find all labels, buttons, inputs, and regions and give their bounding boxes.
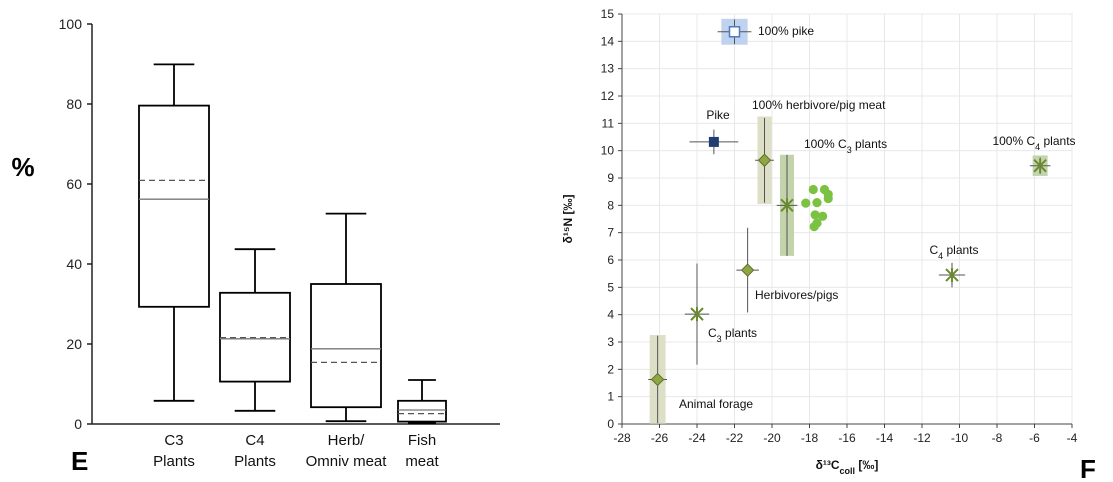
box-1 [138,63,210,402]
marker-diamond [650,372,665,387]
category-label-line2: Omniv meat [306,453,388,470]
data-point [736,227,759,313]
panel-label-e: E [71,446,88,476]
annotation-label: C3 plants [708,326,757,344]
x-tick-label: -6 [1029,431,1040,445]
box-body [138,104,210,308]
x-axis-label: δ¹³Ccoll [‰] [816,458,879,476]
y-tick-label: 3 [607,335,614,349]
y-tick-label: 15 [601,7,615,21]
x-tick-label: -20 [763,431,781,445]
annotation-label: 100% pike [758,24,814,38]
annotation-label: Animal forage [679,397,753,411]
data-point [1029,157,1051,174]
category-label-line2: meat [405,453,439,470]
box-plot-panel-e: 0 20 40 60 80 100% C3 Plants C4 Plants Herb/Omniv … [11,16,500,476]
category-label-line1: Fish [408,432,436,449]
x-tick-label: -10 [951,431,969,445]
category-label-line2: Plants [153,453,195,470]
data-point [717,19,752,45]
y-tick-label: 0 [607,417,614,431]
data-point [689,129,739,155]
sample-point [823,193,833,204]
x-tick-label: -22 [726,431,744,445]
y-tick-label: 6 [607,253,614,267]
category-label-line1: C4 [245,432,264,449]
box-2 [219,248,291,412]
annotation-label: 100% herbivore/pig meat [752,98,886,112]
x-tick-label: -28 [613,431,631,445]
annotation-label: Pike [706,108,730,122]
data-point [755,117,774,203]
x-tick-label: -16 [838,431,856,445]
data-point [684,263,710,365]
y-tick-label: 4 [607,308,614,322]
y-tick-label: 10 [601,144,615,158]
sample-point [809,222,819,232]
x-tick-label: -14 [876,431,894,445]
y-tick-label: 14 [601,34,615,48]
y-axis-label: δ¹⁵N [‰] [561,195,575,244]
y-tick-label: 1 [607,390,614,404]
y-tick-label: 0 [74,416,82,432]
x-tick-label: -4 [1067,431,1078,445]
data-point [938,262,966,288]
annotation-label: Herbivores/pigs [755,288,838,302]
x-tick-label: -26 [651,431,669,445]
marker-diamond [740,263,755,277]
y-tick-label: 80 [66,96,82,112]
box-body [310,283,382,409]
annotation-label: 100% C3 plants [804,137,887,155]
y-tick-label: 11 [602,116,615,130]
sample-point [812,198,822,208]
sample-point [818,211,828,221]
category-label-line1: Herb/ [328,432,366,449]
y-tick-label: 100 [59,16,83,32]
y-tick-label: 60 [66,176,82,192]
x-tick-label: -12 [913,431,931,445]
y-tick-label: 20 [66,336,82,352]
x-tick-label: -8 [992,431,1003,445]
marker-square-open [728,26,741,38]
data-point [776,154,798,256]
y-tick-label: 2 [607,362,614,376]
y-tick-label: 12 [601,89,615,103]
x-tick-label: -24 [688,431,706,445]
y-tick-label: 5 [607,280,614,294]
box-4 [397,379,447,425]
x-tick-label: -18 [801,431,819,445]
sample-point [801,198,811,208]
y-tick-label: 13 [601,62,615,76]
sample-point [808,184,818,195]
category-label-line1: C3 [164,432,183,449]
marker-diamond [757,153,772,167]
y-tick-label: 9 [607,171,614,185]
box-body [397,399,447,423]
annotation-label: 100% C4 plants [992,134,1075,152]
y-tick-label: 8 [607,198,614,212]
y-tick-label: 40 [66,256,82,272]
sample-point [810,210,820,220]
category-label-line2: Plants [234,453,276,470]
y-axis-label: % [11,152,34,182]
marker-square [708,136,719,147]
data-point [648,335,667,424]
annotation-label: C4 plants [929,243,978,261]
y-tick-label: 7 [607,226,614,240]
box-3 [310,212,382,423]
panel-label-f: F [1080,454,1096,482]
scatter-plot-panel-f: -28 -26 -24 -22 -20 -18 -16 -14 -12 -10 -8 -6 -40123… [561,7,1096,482]
